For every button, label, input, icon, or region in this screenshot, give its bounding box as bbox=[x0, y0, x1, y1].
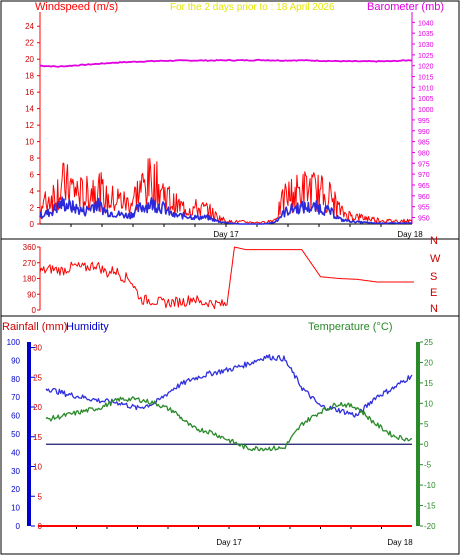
humidity-tick-label: 90 bbox=[11, 356, 20, 365]
barometer-tick-label: 975 bbox=[418, 161, 430, 168]
compass-label-n: N bbox=[430, 235, 438, 247]
windspeed-tick-label: 14 bbox=[25, 105, 34, 114]
direction-tick-label: 180 bbox=[23, 275, 37, 284]
rainfall-axis-label: Rainfall (mm) bbox=[2, 321, 67, 333]
windspeed-tick-label: 16 bbox=[25, 88, 34, 97]
humidity-tick-label: 60 bbox=[11, 412, 20, 421]
barometer-tick-label: 1005 bbox=[418, 96, 434, 103]
barometer-tick-label: 965 bbox=[418, 183, 430, 190]
barometer-tick-label: 955 bbox=[418, 205, 430, 212]
wind-gust-series-line bbox=[39, 158, 413, 224]
barometer-axis-label: Barometer (mb) bbox=[367, 1, 444, 13]
humidity-tick-label: 100 bbox=[7, 338, 21, 347]
temperature-tick-label: -10 bbox=[424, 481, 436, 490]
rainfall-tick-label: 10 bbox=[33, 463, 42, 472]
humidity-tick-label: 70 bbox=[11, 393, 20, 402]
barometer-tick-label: 950 bbox=[418, 215, 430, 222]
bottom-x-label-day18: Day 18 bbox=[387, 538, 413, 547]
humidity-tick-label: 20 bbox=[11, 485, 20, 494]
wind-x-label-day17: Day 17 bbox=[213, 230, 239, 239]
wind-direction-series-line bbox=[39, 246, 414, 310]
barometer-tick-label: 1010 bbox=[418, 85, 434, 92]
temperature-series-line bbox=[45, 396, 413, 452]
temperature-tick-label: 20 bbox=[424, 358, 433, 367]
temperature-tick-label: 25 bbox=[424, 338, 433, 347]
wind-x-label-day18: Day 18 bbox=[397, 230, 423, 239]
humidity-series-line bbox=[45, 354, 413, 418]
temperature-tick-label: 0 bbox=[424, 440, 429, 449]
barometer-tick-label: 1000 bbox=[418, 107, 434, 114]
barometer-tick-label: 970 bbox=[418, 172, 430, 179]
windspeed-tick-label: 24 bbox=[25, 22, 34, 31]
wind-average-series-line bbox=[39, 196, 412, 225]
rainfall-tick-label: 30 bbox=[33, 344, 42, 353]
temperature-tick-label: 15 bbox=[424, 379, 433, 388]
rainfall-axis bbox=[27, 342, 31, 526]
windspeed-tick-label: 22 bbox=[25, 39, 34, 48]
rainfall-tick-label: 20 bbox=[33, 403, 42, 412]
temperature-axis bbox=[416, 342, 420, 526]
windspeed-tick-label: 20 bbox=[25, 55, 34, 64]
chart-title: For the 2 days prior to : 18 April 2026 bbox=[170, 2, 335, 13]
temperature-tick-label: -20 bbox=[424, 522, 436, 531]
direction-tick-label: 90 bbox=[27, 290, 36, 299]
rainfall-tick-label: 25 bbox=[33, 373, 42, 382]
humidity-tick-label: 10 bbox=[11, 504, 20, 513]
barometer-tick-label: 960 bbox=[418, 194, 430, 201]
compass-label-e: E bbox=[430, 287, 437, 299]
barometer-tick-label: 995 bbox=[418, 118, 430, 125]
windspeed-tick-label: 10 bbox=[25, 138, 34, 147]
barometer-tick-label: 1015 bbox=[418, 75, 434, 82]
humidity-axis-label: Humidity bbox=[66, 321, 109, 333]
temperature-tick-label: -15 bbox=[424, 502, 436, 511]
barometer-tick-label: 985 bbox=[418, 140, 430, 147]
temperature-tick-label: -5 bbox=[424, 461, 432, 470]
compass-label-w: W bbox=[430, 253, 441, 265]
barometer-tick-label: 1040 bbox=[418, 20, 434, 27]
windspeed-tick-label: 6 bbox=[30, 171, 35, 180]
humidity-tick-label: 40 bbox=[11, 448, 20, 457]
windspeed-tick-label: 2 bbox=[30, 204, 35, 213]
bottom-x-label-day17: Day 17 bbox=[216, 538, 242, 547]
barometer-tick-label: 1035 bbox=[418, 31, 434, 38]
temperature-axis-label: Temperature (°C) bbox=[308, 321, 392, 333]
wind-barometer-panel: 0246810121416182022249509559609659709759… bbox=[25, 12, 434, 239]
windspeed-tick-label: 18 bbox=[25, 72, 34, 81]
direction-tick-label: 360 bbox=[23, 243, 37, 252]
direction-tick-label: 0 bbox=[32, 306, 37, 315]
windspeed-tick-label: 0 bbox=[30, 220, 35, 229]
compass-label-s: S bbox=[430, 271, 437, 283]
humidity-tick-label: 30 bbox=[11, 467, 20, 476]
barometer-tick-label: 980 bbox=[418, 150, 430, 157]
windspeed-axis-label: Windspeed (m/s) bbox=[35, 1, 118, 13]
temperature-tick-label: 5 bbox=[424, 420, 429, 429]
windspeed-tick-label: 12 bbox=[25, 121, 34, 130]
windspeed-tick-label: 8 bbox=[30, 154, 35, 163]
humidity-temperature-panel: 0 10 20 30 40 50 60 70 80 90 100 0 5 10 15 20 25 30 -20 -15… bbox=[7, 338, 436, 547]
humidity-tick-label: 0 bbox=[16, 522, 21, 531]
barometer-tick-label: 1020 bbox=[418, 64, 434, 71]
compass-label-n: N bbox=[430, 303, 438, 315]
humidity-tick-label: 50 bbox=[11, 430, 20, 439]
rainfall-tick-label: 5 bbox=[38, 492, 43, 501]
barometer-tick-label: 990 bbox=[418, 129, 430, 136]
barometer-series-line bbox=[40, 58, 413, 68]
humidity-tick-label: 80 bbox=[11, 375, 20, 384]
barometer-tick-label: 1025 bbox=[418, 53, 434, 60]
barometer-tick-label: 1030 bbox=[418, 42, 434, 49]
direction-tick-label: 270 bbox=[23, 259, 37, 268]
temperature-tick-label: 10 bbox=[424, 399, 433, 408]
rainfall-tick-label: 15 bbox=[33, 433, 42, 442]
windspeed-tick-label: 4 bbox=[30, 187, 35, 196]
